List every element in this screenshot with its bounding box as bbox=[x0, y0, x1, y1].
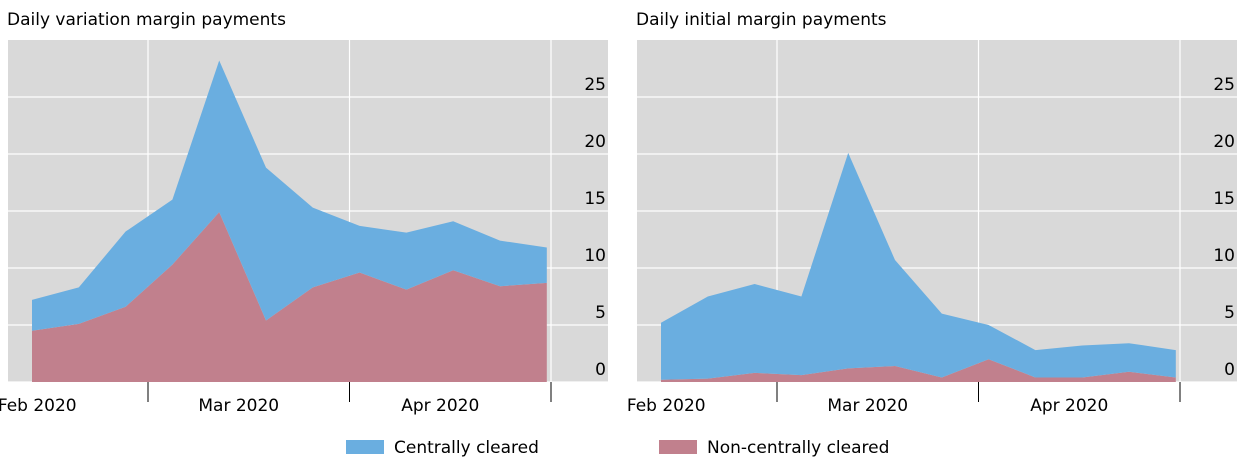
y-tick-label: 25 bbox=[1213, 75, 1235, 95]
y-tick-label: 10 bbox=[1213, 246, 1235, 266]
x-tick-label: Feb 2020 bbox=[627, 396, 706, 416]
area bbox=[32, 60, 547, 331]
y-tick-label: 20 bbox=[1213, 132, 1235, 152]
y-tick-label: 15 bbox=[584, 189, 606, 209]
area bbox=[661, 152, 1176, 380]
chart-title: Daily initial margin payments bbox=[636, 10, 887, 30]
y-tick-label: 20 bbox=[584, 132, 606, 152]
y-tick-label: 10 bbox=[584, 246, 606, 266]
legend-label: Centrally cleared bbox=[394, 438, 539, 458]
x-tick-label: Apr 2020 bbox=[401, 396, 479, 416]
y-tick-label: 25 bbox=[584, 75, 606, 95]
x-tick-label: Feb 2020 bbox=[0, 396, 77, 416]
y-tick-label: 0 bbox=[595, 360, 606, 380]
area bbox=[661, 359, 1176, 382]
x-tick-label: Apr 2020 bbox=[1030, 396, 1108, 416]
legend-swatch bbox=[346, 440, 384, 454]
x-tick-label: Mar 2020 bbox=[198, 396, 279, 416]
legend-swatch bbox=[659, 440, 697, 454]
y-tick-label: 0 bbox=[1224, 360, 1235, 380]
x-tick-label: Mar 2020 bbox=[827, 396, 908, 416]
chart-title: Daily variation margin payments bbox=[7, 10, 286, 30]
legend-label: Non-centrally cleared bbox=[707, 438, 889, 458]
y-tick-label: 5 bbox=[595, 303, 606, 323]
y-tick-label: 5 bbox=[1224, 303, 1235, 323]
area bbox=[32, 212, 547, 382]
y-tick-label: 15 bbox=[1213, 189, 1235, 209]
